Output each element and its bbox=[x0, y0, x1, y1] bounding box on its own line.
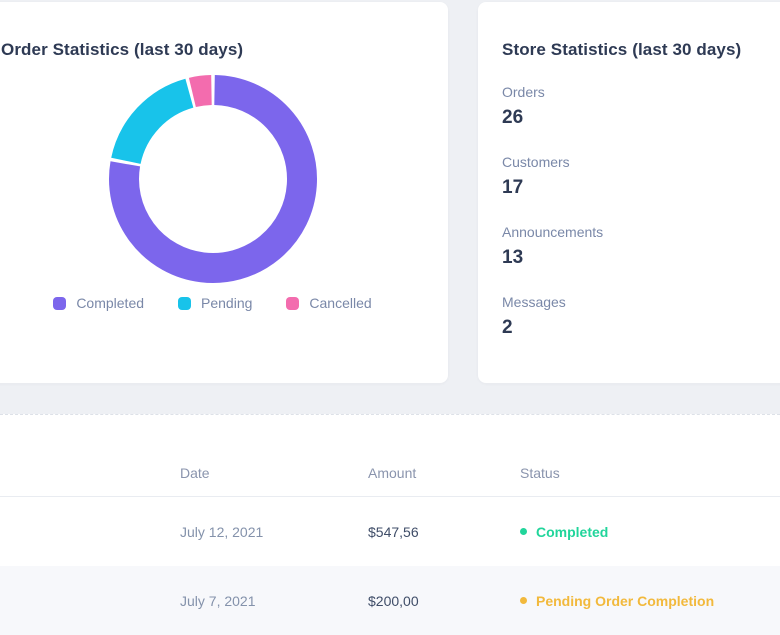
stat-messages: Messages 2 bbox=[502, 294, 780, 339]
cancelled-swatch-icon bbox=[286, 296, 300, 310]
column-header-date: Date bbox=[180, 465, 210, 481]
stat-announcements-label: Announcements bbox=[502, 224, 604, 241]
stat-orders: Orders 26 bbox=[502, 84, 780, 129]
status-dot-icon bbox=[520, 597, 527, 604]
stat-orders-value: 26 bbox=[502, 107, 524, 129]
legend-item-pending[interactable]: Pending bbox=[178, 295, 252, 311]
legend-item-cancelled[interactable]: Cancelled bbox=[286, 295, 372, 312]
donut-segment-cancelled[interactable] bbox=[188, 75, 212, 108]
orders-table: Date Amount Status July 12, 2021 $547,56… bbox=[0, 414, 780, 635]
store-statistics-card: Store Statistics (last 30 days) Orders 2… bbox=[478, 2, 780, 383]
stat-messages-label: Messages bbox=[502, 294, 566, 311]
order-statistics-card: Order Statistics (last 30 days) Complete… bbox=[0, 2, 448, 383]
status-label: Pending Order Completion bbox=[536, 592, 715, 609]
pending-swatch-icon bbox=[178, 296, 192, 310]
donut-segment-completed[interactable] bbox=[108, 75, 317, 284]
stat-customers: Customers 17 bbox=[502, 154, 780, 199]
store-statistics-title: Store Statistics (last 30 days) bbox=[502, 40, 742, 60]
table-row[interactable]: July 12, 2021 $547,56 Completed bbox=[0, 497, 780, 566]
table-row[interactable]: July 7, 2021 $200,00 Pending Order Compl… bbox=[0, 566, 780, 635]
stat-customers-value: 17 bbox=[502, 177, 524, 199]
stat-announcements-value: 13 bbox=[502, 247, 524, 269]
legend-item-completed[interactable]: Completed bbox=[53, 295, 144, 311]
orders-table-header-row: Date Amount Status bbox=[0, 415, 780, 497]
order-statistics-title: Order Statistics (last 30 days) bbox=[1, 40, 244, 60]
stat-announcements: Announcements 13 bbox=[502, 224, 780, 269]
stat-orders-label: Orders bbox=[502, 84, 545, 101]
order-date: July 7, 2021 bbox=[180, 592, 256, 609]
order-amount: $547,56 bbox=[368, 523, 419, 540]
column-header-amount: Amount bbox=[368, 465, 417, 481]
chart-legend: Completed Pending Cancelled bbox=[1, 295, 424, 311]
order-amount: $200,00 bbox=[368, 592, 419, 609]
order-status: Completed bbox=[520, 524, 780, 540]
status-dot-icon bbox=[520, 528, 527, 535]
legend-label-cancelled: Cancelled bbox=[309, 295, 372, 312]
legend-label-completed: Completed bbox=[76, 295, 145, 312]
stat-customers-label: Customers bbox=[502, 154, 570, 171]
order-status: Pending Order Completion bbox=[520, 593, 780, 609]
donut-segment-pending[interactable] bbox=[110, 78, 194, 165]
column-header-status: Status bbox=[520, 465, 560, 481]
legend-label-pending: Pending bbox=[201, 295, 253, 312]
status-label: Completed bbox=[536, 523, 609, 540]
stat-messages-value: 2 bbox=[502, 317, 513, 339]
order-status-donut-chart bbox=[108, 74, 318, 284]
completed-swatch-icon bbox=[53, 296, 67, 310]
donut-chart-svg bbox=[108, 75, 317, 284]
order-date: July 12, 2021 bbox=[180, 523, 264, 540]
